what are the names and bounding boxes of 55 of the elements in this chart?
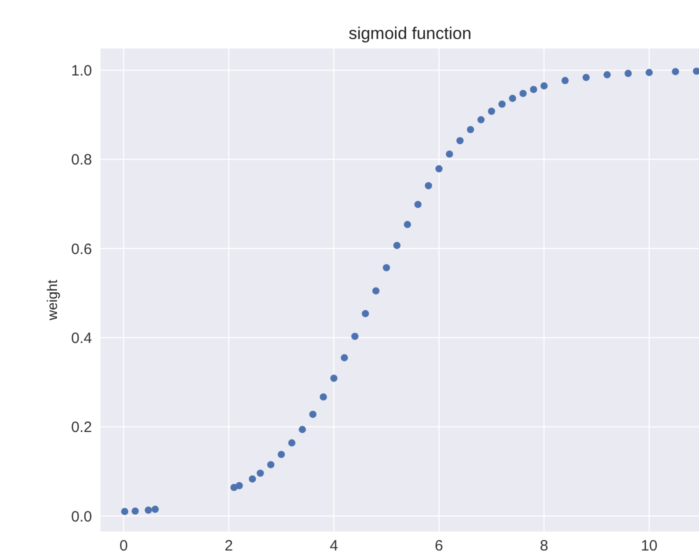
point xyxy=(530,86,538,94)
y-tick-label: 0.4 xyxy=(71,330,92,348)
x-tick-label: 4 xyxy=(330,538,338,555)
point xyxy=(446,150,454,158)
point xyxy=(508,94,516,102)
point xyxy=(393,242,401,250)
point xyxy=(466,126,474,134)
point xyxy=(498,100,506,108)
point xyxy=(604,71,611,78)
x-tick-label: 2 xyxy=(224,538,233,555)
point xyxy=(456,137,464,144)
point xyxy=(288,439,296,446)
point xyxy=(582,74,590,82)
point xyxy=(152,506,159,513)
point xyxy=(340,354,348,362)
point xyxy=(362,310,369,318)
point xyxy=(414,200,422,208)
point xyxy=(488,108,496,115)
point xyxy=(121,508,128,516)
point xyxy=(435,165,443,172)
x-tick-label: 0 xyxy=(119,538,128,555)
point xyxy=(646,68,653,76)
y-axis-title: weight xyxy=(44,280,60,320)
point xyxy=(477,116,485,124)
x-tick-label: 6 xyxy=(434,538,444,555)
point xyxy=(298,426,306,434)
point xyxy=(424,182,432,190)
point xyxy=(540,82,548,90)
point xyxy=(320,393,327,401)
point xyxy=(404,220,412,228)
y-tick-label: 0.6 xyxy=(71,240,92,258)
point xyxy=(267,461,274,468)
point xyxy=(309,410,316,418)
point xyxy=(382,264,390,272)
point xyxy=(372,287,380,294)
point xyxy=(248,475,256,483)
point xyxy=(144,506,152,514)
y-tick-label: 0.8 xyxy=(71,152,92,169)
y-tick-label: 0.0 xyxy=(71,508,92,526)
point xyxy=(519,90,527,98)
point xyxy=(236,482,243,490)
point xyxy=(256,470,264,477)
y-tick-label: 1.0 xyxy=(71,62,92,80)
point xyxy=(351,332,358,340)
x-tick-label: 8 xyxy=(540,538,548,555)
point xyxy=(672,68,680,76)
x-tick-label: 10 xyxy=(640,538,658,555)
point xyxy=(132,507,139,515)
point xyxy=(692,68,699,75)
point xyxy=(278,450,285,458)
chart-title: sigmoid function xyxy=(348,24,472,44)
point xyxy=(330,374,338,382)
point xyxy=(562,76,569,84)
point xyxy=(624,70,632,78)
y-tick-label: 0.2 xyxy=(71,419,92,436)
